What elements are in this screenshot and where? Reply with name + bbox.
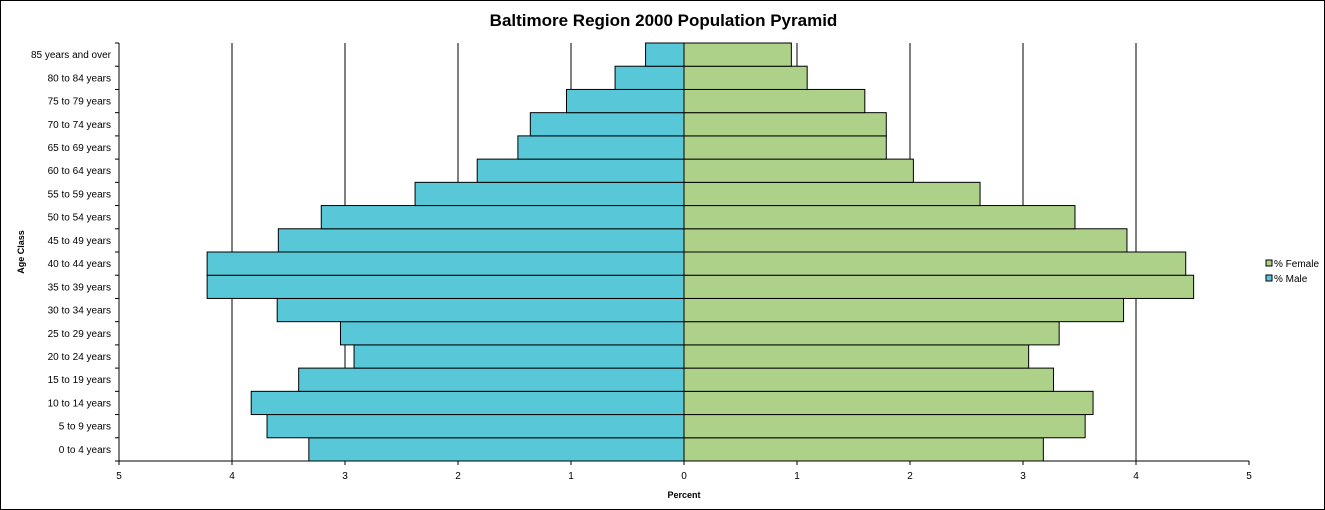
male-bar: [529, 112, 685, 137]
male-bar: [250, 390, 685, 416]
x-tick-label: 3: [1020, 471, 1026, 482]
female-bar: [683, 414, 1086, 439]
y-tick-label: 15 to 19 years: [48, 375, 111, 386]
y-tick-label: 70 to 74 years: [48, 120, 111, 131]
y-tick-label: 45 to 49 years: [48, 236, 111, 247]
male-bar: [298, 367, 685, 392]
female-bar: [683, 112, 887, 137]
x-tick-label: 2: [455, 471, 461, 482]
female-bar: [683, 88, 866, 114]
male-bar: [320, 205, 685, 230]
legend-label: % Female: [1274, 259, 1319, 270]
male-bar: [206, 274, 685, 299]
female-bar: [683, 158, 914, 183]
y-tick-label: 0 to 4 years: [59, 445, 111, 456]
x-tick-label: 5: [116, 471, 122, 482]
female-bar: [683, 344, 1030, 369]
female-bar: [683, 181, 981, 207]
y-tick-label: 20 to 24 years: [48, 352, 111, 363]
x-tick-label: 0: [681, 471, 687, 482]
male-bar: [339, 321, 685, 346]
female-bar: [683, 437, 1044, 462]
female-bar: [683, 65, 808, 90]
x-tick-label: 5: [1246, 471, 1252, 482]
male-bar: [517, 135, 685, 160]
male-bar: [276, 297, 685, 323]
male-bar: [277, 228, 685, 253]
female-bar: [683, 205, 1076, 230]
y-tick-label: 80 to 84 years: [48, 73, 111, 84]
x-tick-label: 3: [342, 471, 348, 482]
female-bar: [683, 367, 1055, 392]
y-tick-label: 30 to 34 years: [48, 306, 111, 317]
male-bar: [476, 158, 685, 183]
female-bar: [683, 297, 1125, 323]
legend-swatch: [1265, 259, 1273, 267]
male-bar: [414, 181, 685, 207]
y-tick-label: 10 to 14 years: [48, 398, 111, 409]
legend-swatch: [1265, 274, 1273, 282]
y-tick-label: 50 to 54 years: [48, 213, 111, 224]
x-tick-label: 4: [229, 471, 235, 482]
x-axis-title: Percent: [667, 490, 700, 500]
x-tick-label: 1: [568, 471, 574, 482]
y-tick-label: 75 to 79 years: [48, 97, 111, 108]
chart-title: Baltimore Region 2000 Population Pyramid: [489, 11, 838, 30]
female-bar: [683, 274, 1195, 299]
female-bar: [683, 135, 887, 160]
y-tick-label: 40 to 44 years: [48, 259, 111, 270]
x-tick-label: 4: [1133, 471, 1139, 482]
legend-label: % Male: [1274, 274, 1308, 285]
y-tick-label: 65 to 69 years: [48, 143, 111, 154]
x-tick-label: 1: [794, 471, 800, 482]
y-tick-label: 85 years and over: [31, 50, 112, 61]
female-bar: [683, 390, 1094, 416]
y-tick-label: 35 to 39 years: [48, 282, 111, 293]
male-bar: [308, 437, 685, 462]
male-bar: [614, 65, 685, 90]
male-bar: [645, 42, 685, 67]
female-bar: [683, 321, 1060, 346]
y-tick-label: 5 to 9 years: [59, 422, 111, 433]
y-axis-title: Age Class: [16, 230, 26, 274]
male-bar: [206, 251, 685, 276]
male-bar: [353, 344, 685, 369]
female-bar: [683, 228, 1128, 253]
x-tick-label: 2: [907, 471, 913, 482]
y-tick-label: 25 to 29 years: [48, 329, 111, 340]
female-bar: [683, 42, 792, 67]
male-bar: [266, 414, 685, 439]
female-bar: [683, 251, 1187, 276]
male-bar: [565, 88, 685, 114]
y-tick-label: 60 to 64 years: [48, 166, 111, 177]
y-tick-label: 55 to 59 years: [48, 189, 111, 200]
